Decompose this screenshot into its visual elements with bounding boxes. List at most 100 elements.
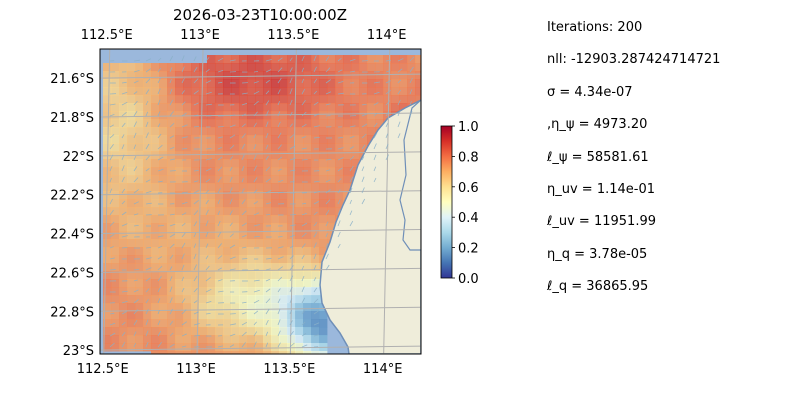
- heat-cell: [303, 207, 312, 216]
- vector-arrow: [289, 245, 294, 249]
- heat-cell: [255, 183, 264, 192]
- heat-cell: [127, 271, 136, 280]
- heat-cell: [143, 223, 152, 232]
- vector-arrow: [229, 166, 233, 172]
- heat-cell: [303, 63, 312, 72]
- heat-cell: [215, 263, 224, 272]
- heat-cell: [311, 247, 320, 256]
- heat-cell: [143, 199, 152, 208]
- heat-cell: [191, 127, 200, 136]
- heat-cell: [207, 303, 216, 312]
- heat-cell: [263, 63, 272, 72]
- vector-arrow: [109, 257, 115, 260]
- heat-cell: [247, 191, 256, 200]
- heat-cell: [295, 79, 304, 88]
- heat-cell: [231, 95, 240, 104]
- heat-cell: [351, 135, 360, 144]
- vector-arrow: [169, 233, 176, 238]
- heat-cell: [303, 127, 312, 136]
- heat-cell: [135, 231, 144, 240]
- heat-cell: [199, 215, 208, 224]
- vector-arrow: [289, 157, 296, 161]
- vector-arrow: [241, 102, 248, 106]
- heat-cell: [127, 263, 136, 272]
- heat-cell: [399, 95, 408, 104]
- vector-arrow: [181, 276, 185, 282]
- vector-arrow: [325, 264, 330, 271]
- vector-arrow: [193, 323, 200, 326]
- vector-arrow: [145, 299, 149, 304]
- heat-cell: [231, 119, 240, 128]
- heat-cell: [327, 103, 336, 112]
- heat-cell: [159, 263, 168, 272]
- heat-cell: [215, 55, 224, 64]
- heat-cell: [119, 239, 128, 248]
- vector-arrow: [313, 231, 318, 238]
- vector-arrow: [109, 246, 114, 249]
- heat-cell: [319, 55, 328, 64]
- heat-cell: [223, 247, 232, 256]
- top-lon-axis: 112.5°E 113°E 113.5°E 114°E: [81, 28, 407, 43]
- heat-cell: [311, 223, 320, 232]
- heat-cell: [159, 95, 168, 104]
- bottom-lon-tick-label: 112.5°E: [77, 362, 129, 377]
- heat-cell: [175, 319, 184, 328]
- current-vectors: [109, 55, 415, 348]
- vector-arrow: [169, 308, 173, 315]
- heat-cell: [199, 311, 208, 320]
- heat-cell: [207, 207, 216, 216]
- heat-cell: [135, 327, 144, 336]
- vector-arrow: [265, 288, 271, 293]
- heat-cell: [111, 63, 120, 72]
- vector-arrow: [277, 77, 282, 84]
- heat-cell: [215, 151, 224, 160]
- heat-cell: [127, 279, 136, 288]
- heat-cell: [207, 135, 216, 144]
- heat-cell: [183, 327, 192, 336]
- heat-cell: [343, 183, 352, 192]
- vector-arrow: [169, 276, 173, 282]
- vector-arrow: [349, 165, 354, 172]
- vector-arrow: [205, 158, 212, 161]
- heat-cell: [335, 79, 344, 88]
- vector-arrow: [349, 70, 355, 73]
- heat-cell: [295, 127, 304, 136]
- vector-arrow: [205, 288, 212, 293]
- heat-cell: [127, 215, 136, 224]
- heat-cell: [151, 159, 160, 168]
- heat-cell: [271, 79, 280, 88]
- heat-cell: [135, 263, 144, 272]
- heat-cell: [359, 119, 368, 128]
- heat-cell: [311, 175, 320, 184]
- heat-cell: [199, 87, 208, 96]
- vector-arrow: [193, 66, 198, 73]
- heat-cell: [159, 239, 168, 248]
- heat-cell: [327, 175, 336, 184]
- vector-arrow: [133, 342, 136, 348]
- heat-cell: [199, 207, 208, 216]
- heat-cell: [127, 255, 136, 264]
- heat-cell: [199, 231, 208, 240]
- heat-cell: [311, 255, 320, 264]
- vector-arrow: [301, 254, 305, 260]
- heat-cell: [279, 303, 288, 312]
- heat-cell: [207, 335, 216, 344]
- vector-arrow: [169, 243, 175, 249]
- heat-cell: [103, 311, 112, 320]
- heat-cell: [239, 95, 248, 104]
- heat-cell: [183, 263, 192, 272]
- heat-cell: [279, 327, 288, 336]
- heat-cell: [135, 215, 144, 224]
- heat-cell: [287, 95, 296, 104]
- heat-cell: [159, 119, 168, 128]
- heat-cell: [231, 63, 240, 72]
- heat-cell: [223, 183, 232, 192]
- heat-cell: [247, 327, 256, 336]
- heat-cell: [199, 319, 208, 328]
- heat-cell: [247, 239, 256, 248]
- heat-cell: [103, 287, 112, 296]
- heat-cell: [167, 159, 176, 168]
- vector-arrow: [217, 290, 224, 293]
- heat-cell: [295, 311, 304, 320]
- heat-cell: [287, 103, 296, 112]
